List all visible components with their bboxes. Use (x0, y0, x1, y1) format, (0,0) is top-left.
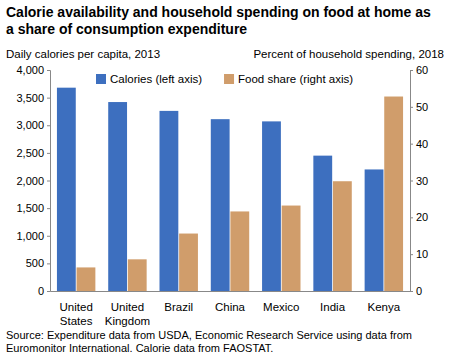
y2-tick-label: 30 (416, 175, 428, 187)
y-tick: 1,000 (16, 230, 50, 242)
bar (282, 206, 301, 291)
x-tick: Kenya (368, 301, 401, 313)
y2-tick: 20 (410, 211, 428, 223)
legend-label: Food share (right axis) (238, 73, 353, 85)
y2-tick-mark (410, 217, 413, 218)
y-tick: 2,000 (16, 175, 50, 187)
y-tick-mark (47, 208, 50, 209)
y2-axis-title: Percent of household spending, 2018 (253, 48, 444, 60)
y-tick-mark (47, 98, 50, 99)
x-tick: UnitedStates (60, 301, 93, 327)
y-tick-label: 3,500 (16, 92, 44, 104)
y-tick: 2,500 (16, 147, 50, 159)
bar (262, 121, 281, 291)
y-axis: 0 500 1,000 1,500 2,000 2,500 3,000 3,500 4,000 (16, 64, 50, 297)
y-tick-label: 2,000 (16, 175, 44, 187)
y-tick-mark (47, 181, 50, 182)
y-tick: 3,500 (16, 92, 50, 104)
x-tick-label: India (320, 301, 346, 313)
x-tick-label: China (215, 301, 246, 313)
y-tick-mark (47, 70, 50, 71)
bar (77, 267, 96, 291)
legend-swatch (96, 74, 106, 84)
x-tick-label: Brazil (164, 301, 193, 313)
x-tick-label: UnitedStates (60, 301, 93, 327)
bar (160, 111, 179, 291)
bar (313, 156, 332, 291)
bar (57, 88, 76, 291)
y-tick-label: 500 (26, 257, 44, 269)
y-tick-mark (47, 291, 50, 292)
x-tick: China (215, 301, 246, 313)
y2-tick-label: 50 (416, 101, 428, 113)
x-tick: Mexico (263, 301, 299, 313)
y-tick-mark (47, 125, 50, 126)
y-tick: 500 (26, 257, 50, 269)
y2-tick-mark (410, 254, 413, 255)
y2-tick: 40 (410, 138, 428, 150)
x-axis: UnitedStates UnitedKingdom Brazil China Mexi… (51, 292, 411, 328)
x-axis-line (51, 291, 411, 292)
x-tick-label: Mexico (263, 301, 299, 313)
bar (384, 97, 403, 291)
y-tick-label: 2,500 (16, 147, 44, 159)
y-tick-mark (47, 236, 50, 237)
y2-tick-label: 60 (416, 64, 428, 76)
x-tick-label: Kenya (368, 301, 401, 313)
y2-tick: 10 (410, 248, 428, 260)
y-tick: 0 (38, 285, 50, 297)
y2-tick-label: 20 (416, 211, 428, 223)
y2-tick-mark (410, 107, 413, 108)
bar (333, 181, 352, 291)
legend-swatch (224, 74, 234, 84)
title: Calorie availability and household spend… (6, 4, 431, 37)
y-tick-mark (47, 153, 50, 154)
y2-tick: 60 (410, 64, 428, 76)
y-tick: 1,500 (16, 202, 50, 214)
chart: Calorie availability and household spend… (0, 0, 450, 360)
x-tick: India (320, 301, 346, 313)
y2-tick: 30 (410, 175, 428, 187)
y-tick: 4,000 (16, 64, 50, 76)
x-tick: UnitedKingdom (105, 301, 150, 327)
legend: Calories (left axis) Food share (right ax… (96, 73, 353, 85)
y2-tick-label: 40 (416, 138, 428, 150)
bar (230, 211, 249, 291)
y2-tick: 50 (410, 101, 428, 113)
y2-tick-mark (410, 144, 413, 145)
x-tick: Brazil (164, 301, 193, 313)
legend-label: Calories (left axis) (110, 73, 202, 85)
bar (211, 119, 230, 291)
y-tick-label: 1,500 (16, 202, 44, 214)
y2-axis: 0 10 20 30 40 50 60 (410, 64, 428, 297)
y-tick-label: 4,000 (16, 64, 44, 76)
y2-tick-label: 10 (416, 248, 428, 260)
source-note: Source: Expenditure data from USDA, Econ… (6, 329, 412, 354)
y2-tick-mark (410, 181, 413, 182)
bars (57, 88, 403, 291)
y-tick-label: 3,000 (16, 119, 44, 131)
bar (108, 102, 127, 291)
y-axis-title: Daily calories per capita, 2013 (6, 48, 160, 60)
y-tick-label: 1,000 (16, 230, 44, 242)
y2-tick-mark (410, 70, 413, 71)
bar (365, 169, 384, 291)
y-tick-label: 0 (38, 285, 44, 297)
bar (128, 259, 147, 291)
x-tick-label: UnitedKingdom (105, 301, 150, 327)
y-tick: 3,000 (16, 119, 50, 131)
bar (179, 234, 198, 291)
y-tick-mark (47, 263, 50, 264)
y2-tick: 0 (410, 285, 422, 297)
y2-axis-line (411, 71, 414, 292)
y-axis-line (47, 71, 51, 292)
y2-tick-label: 0 (416, 285, 422, 297)
